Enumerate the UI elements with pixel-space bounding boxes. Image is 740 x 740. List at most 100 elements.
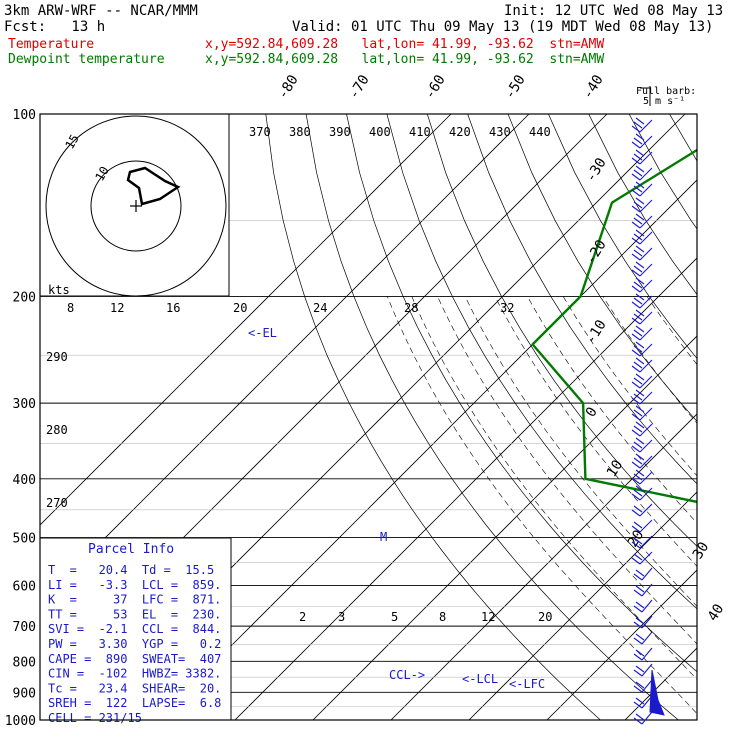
wind-barb xyxy=(639,263,653,277)
mixing-ratio-label: 3 xyxy=(338,610,345,624)
wind-barb-flag xyxy=(631,541,641,549)
wind-barb xyxy=(639,167,653,181)
wind-barb xyxy=(639,231,653,245)
valid-time: Valid: 01 UTC Thu 09 May 13 (19 MDT Wed … xyxy=(292,19,714,35)
hodograph-ring-label: 10 xyxy=(92,164,111,184)
wind-barb-flag xyxy=(635,373,645,381)
wind-barb-flag xyxy=(633,201,643,209)
wind-barb-flag xyxy=(633,441,643,449)
theta-label: 270 xyxy=(46,496,68,510)
mixing-ratio-label: 5 xyxy=(391,610,398,624)
parcel-info-row: K = 37 LFC = 871. xyxy=(48,593,221,607)
wind-barb-flag xyxy=(631,237,641,245)
wind-barb-flag xyxy=(633,537,643,545)
wind-barb-flag xyxy=(635,665,645,673)
model-title: 3km ARW-WRF -- NCAR/MMM xyxy=(4,3,198,19)
isotherm-label: -10 xyxy=(583,317,610,347)
theta-label: 420 xyxy=(449,125,471,139)
wind-barb-flag xyxy=(633,137,643,145)
wind-barb-flag xyxy=(635,245,645,253)
dry-adiabat-line xyxy=(426,114,697,547)
wind-barb-flag xyxy=(633,233,643,241)
wind-barb-flag xyxy=(633,345,643,353)
wind-barb xyxy=(639,535,653,549)
wind-barb-flag xyxy=(635,261,645,269)
pressure-tick-label: 100 xyxy=(13,108,36,123)
wind-barb xyxy=(639,119,653,133)
wind-barb-flag xyxy=(635,453,645,461)
temperature-legend-label: Temperature xyxy=(8,37,95,52)
wind-barb-flag xyxy=(633,153,643,161)
wind-barb-flag xyxy=(631,205,641,213)
forecast-hour: Fcst: 13 h xyxy=(4,19,106,35)
plot-frame xyxy=(39,113,698,721)
wind-barb xyxy=(641,631,653,645)
temperature-location-info: x,y=592.84,609.28 lat,lon= 41.99, -93.62… xyxy=(205,37,605,52)
parcel-info-row: Tc = 23.4 SHEAR= 20. xyxy=(48,681,221,695)
wind-barb-flag xyxy=(635,421,645,429)
barb-legend-title: Full barb: xyxy=(636,86,696,97)
theta-label: 410 xyxy=(409,125,431,139)
wind-barb xyxy=(639,279,653,293)
dry-adiabat-line xyxy=(669,114,697,162)
isotherm-line xyxy=(40,114,452,526)
isotherm-label: -30 xyxy=(583,155,610,185)
ccl-annotation: CCL-> xyxy=(389,668,425,682)
wind-barb-flag xyxy=(633,297,643,305)
parcel-info-box xyxy=(39,537,232,721)
isotherm-label: -60 xyxy=(422,72,449,102)
wind-barb xyxy=(641,663,653,677)
wind-barb-flag xyxy=(631,125,641,133)
wind-barb-flag xyxy=(631,525,641,533)
wind-barb-flag xyxy=(631,157,641,165)
wind-barb xyxy=(639,359,653,373)
wind-barb xyxy=(639,327,653,341)
wind-barb-flag xyxy=(631,253,641,261)
wind-barb-flag xyxy=(633,553,643,561)
parcel-info-frame xyxy=(39,537,232,721)
wind-barb-flag xyxy=(631,397,641,405)
isotherm-line xyxy=(156,179,697,720)
wind-barb-flag xyxy=(633,701,643,709)
wind-barb-flag xyxy=(635,437,645,445)
moist-adiabat-line xyxy=(527,296,697,524)
isotherm-line xyxy=(390,413,697,720)
isotherm-label: -50 xyxy=(502,72,529,102)
mixing-ratio-label: 8 xyxy=(439,610,446,624)
isotherm-label: -20 xyxy=(583,237,610,267)
wind-barb-flag xyxy=(635,649,645,657)
isotherm-label: 20 xyxy=(625,527,648,550)
moist-adiabat-line xyxy=(646,296,697,365)
isotherm-label: 10 xyxy=(604,457,627,480)
wind-barb-flag xyxy=(631,461,641,469)
wind-barb xyxy=(639,295,653,309)
mixing-ratio-label: 12 xyxy=(481,610,495,624)
wind-barb xyxy=(639,439,653,453)
wind-barb xyxy=(639,455,653,469)
wind-barb-flag xyxy=(635,341,645,349)
wind-barb-flag xyxy=(635,485,645,493)
isotherm-line xyxy=(624,647,697,720)
wind-barb xyxy=(639,519,653,533)
moist-adiabat-line xyxy=(494,296,697,567)
isotherm-label: -70 xyxy=(346,72,373,102)
pressure-tick-label: 200 xyxy=(13,290,36,305)
wind-barb-flag xyxy=(635,181,645,189)
pressure-tick-label: 900 xyxy=(13,686,36,701)
parcel-info-row: PW = 3.30 YGP = 0.2 xyxy=(48,637,221,651)
wind-barb-flag xyxy=(635,633,645,641)
hodograph-ring xyxy=(90,160,182,252)
wind-barb-flag xyxy=(631,301,641,309)
isotherm-label: -40 xyxy=(580,72,607,102)
wind-barb-flag xyxy=(635,405,645,413)
wind-barb-flag xyxy=(633,521,643,529)
dewpoint-legend-label: Dewpoint temperature xyxy=(8,52,165,67)
dry-adiabat-line xyxy=(265,114,601,720)
wind-barb-flag xyxy=(633,717,643,725)
wind-barb-flag xyxy=(633,217,643,225)
wind-barb-flag xyxy=(631,381,641,389)
wind-barb xyxy=(639,391,653,405)
wind-barb-flag xyxy=(635,697,645,705)
